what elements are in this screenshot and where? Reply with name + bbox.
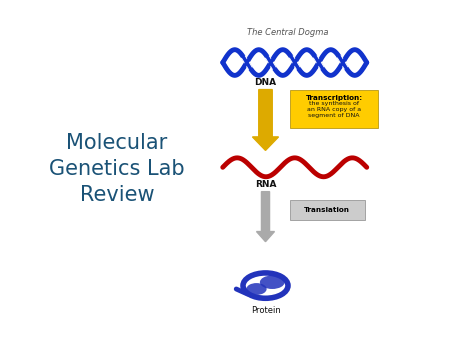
Text: Molecular
Genetics Lab
Review: Molecular Genetics Lab Review <box>49 132 185 206</box>
Text: the synthesis of
an RNA copy of a
segment of DNA: the synthesis of an RNA copy of a segmen… <box>307 101 361 118</box>
Text: The Central Dogma: The Central Dogma <box>247 28 329 37</box>
FancyBboxPatch shape <box>290 200 364 220</box>
Text: Protein: Protein <box>251 306 280 315</box>
FancyBboxPatch shape <box>290 90 378 128</box>
Text: Transcription:: Transcription: <box>306 95 363 101</box>
Text: Translation: Translation <box>304 207 351 213</box>
Ellipse shape <box>247 283 266 295</box>
FancyArrow shape <box>252 90 279 150</box>
FancyArrow shape <box>256 192 274 242</box>
Text: RNA: RNA <box>255 180 276 189</box>
Text: DNA: DNA <box>254 78 277 87</box>
Ellipse shape <box>260 275 285 289</box>
